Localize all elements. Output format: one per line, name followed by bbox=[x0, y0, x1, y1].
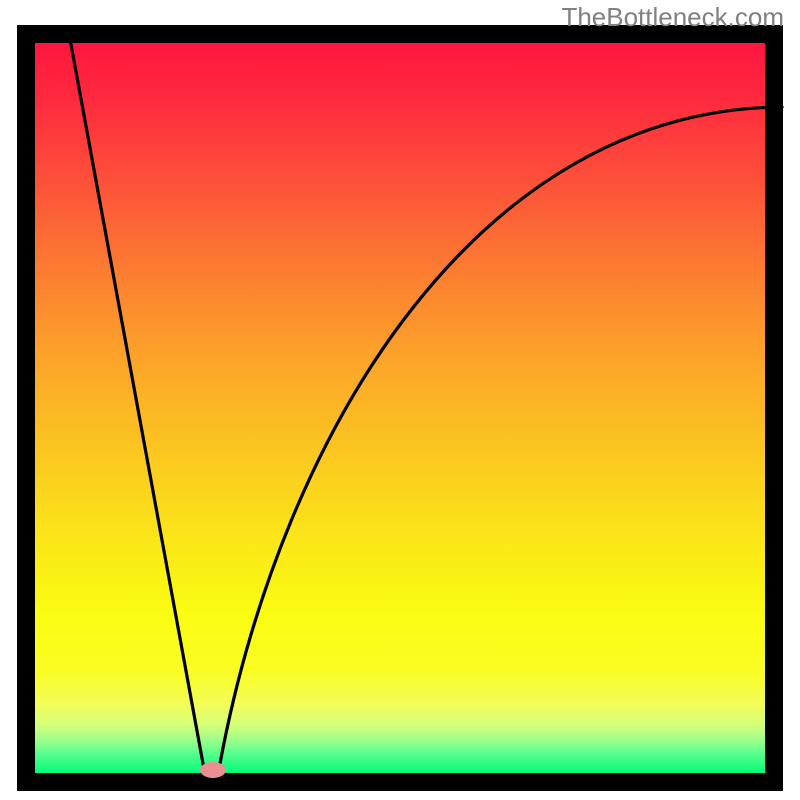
chart-gradient-background bbox=[35, 43, 765, 773]
watermark-text: TheBottleneck.com bbox=[561, 2, 784, 33]
chart-container: TheBottleneck.com bbox=[0, 0, 800, 800]
